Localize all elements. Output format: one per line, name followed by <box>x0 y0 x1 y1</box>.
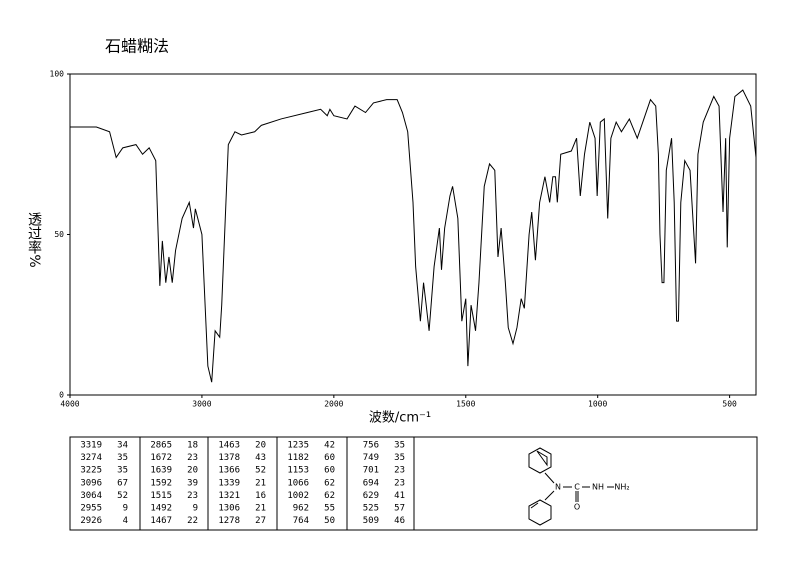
peak-transmittance: 55 <box>324 504 335 514</box>
x-axis-label: 波数/cm⁻¹ <box>369 411 431 426</box>
peak-transmittance: 60 <box>324 466 335 476</box>
peak-wavenumber: 1235 <box>287 441 309 451</box>
peak-wavenumber: 3064 <box>80 491 102 501</box>
peak-transmittance: 39 <box>187 478 198 488</box>
peak-wavenumber: 1321 <box>218 491 240 501</box>
peak-transmittance: 20 <box>255 441 266 451</box>
peak-wavenumber: 509 <box>363 516 379 526</box>
peak-wavenumber: 1182 <box>287 453 309 463</box>
peak-transmittance: 20 <box>187 466 198 476</box>
bond <box>544 490 555 501</box>
peak-wavenumber: 1492 <box>150 504 172 514</box>
peak-transmittance: 35 <box>117 453 128 463</box>
peak-wavenumber: 694 <box>363 478 379 488</box>
peak-wavenumber: 2955 <box>80 504 102 514</box>
peak-wavenumber: 1463 <box>218 441 240 451</box>
peak-transmittance: 21 <box>255 478 266 488</box>
x-tick-label: 1500 <box>456 400 475 409</box>
peak-transmittance: 42 <box>324 441 335 451</box>
structure <box>528 447 614 526</box>
peak-transmittance: 52 <box>117 491 128 501</box>
x-tick-label: 3000 <box>192 400 211 409</box>
x-tick-label: 1000 <box>588 400 607 409</box>
peak-transmittance: 41 <box>394 491 405 501</box>
ring-bond <box>536 450 548 467</box>
peak-transmittance: 9 <box>193 504 198 514</box>
peak-transmittance: 23 <box>187 491 198 501</box>
peak-wavenumber: 1002 <box>287 491 309 501</box>
peak-transmittance: 9 <box>123 504 128 514</box>
peak-wavenumber: 525 <box>363 504 379 514</box>
y-tick-label: 50 <box>54 230 64 239</box>
peak-transmittance: 43 <box>255 453 266 463</box>
atom-label: N <box>555 483 561 492</box>
peak-transmittance: 27 <box>255 516 266 526</box>
peak-transmittance: 46 <box>394 516 405 526</box>
peak-wavenumber: 1306 <box>218 504 240 514</box>
peak-transmittance: 50 <box>324 516 335 526</box>
peak-transmittance: 67 <box>117 478 128 488</box>
x-tick-label: 2000 <box>324 400 343 409</box>
ring-bond <box>530 502 539 509</box>
atom-label: NH₂ <box>614 483 629 492</box>
peak-transmittance: 4 <box>123 516 128 526</box>
peak-wavenumber: 2865 <box>150 441 172 451</box>
bond <box>544 472 555 484</box>
x-tick-label: 4000 <box>60 400 79 409</box>
benzene-ring <box>528 499 552 526</box>
peak-wavenumber: 629 <box>363 491 379 501</box>
benzene-ring <box>528 447 552 474</box>
chart-title: 石蜡糊法 <box>105 37 169 56</box>
peak-wavenumber: 3319 <box>80 441 102 451</box>
peak-transmittance: 21 <box>255 504 266 514</box>
y-axis-label: 透过率% <box>26 212 42 267</box>
peak-wavenumber: 1592 <box>150 478 172 488</box>
peak-transmittance: 18 <box>187 441 198 451</box>
y-tick-label: 0 <box>59 391 64 400</box>
peak-transmittance: 23 <box>394 466 405 476</box>
spectrum-line <box>70 89 757 383</box>
peak-wavenumber: 764 <box>293 516 309 526</box>
peak-wavenumber: 1153 <box>287 466 309 476</box>
peak-transmittance: 62 <box>324 478 335 488</box>
peak-wavenumber: 1339 <box>218 478 240 488</box>
peak-transmittance: 35 <box>394 453 405 463</box>
peak-wavenumber: 1467 <box>150 516 172 526</box>
peak-wavenumber: 756 <box>363 441 379 451</box>
peak-wavenumber: 1366 <box>218 466 240 476</box>
peak-transmittance: 22 <box>187 516 198 526</box>
peak-wavenumber: 1672 <box>150 453 172 463</box>
peak-wavenumber: 3096 <box>80 478 102 488</box>
peak-transmittance: 35 <box>394 441 405 451</box>
peak-transmittance: 23 <box>394 478 405 488</box>
peak-wavenumber: 3274 <box>80 453 102 463</box>
peak-wavenumber: 1639 <box>150 466 172 476</box>
y-tick-label: 100 <box>50 70 65 79</box>
peak-wavenumber: 1378 <box>218 453 240 463</box>
peak-transmittance: 60 <box>324 453 335 463</box>
peak-transmittance: 52 <box>255 466 266 476</box>
peak-transmittance: 16 <box>255 491 266 501</box>
peak-wavenumber: 1515 <box>150 491 172 501</box>
atom-label: C <box>574 483 580 492</box>
peak-wavenumber: 749 <box>363 453 379 463</box>
peak-wavenumber: 701 <box>363 466 379 476</box>
peak-wavenumber: 1278 <box>218 516 240 526</box>
peak-transmittance: 35 <box>117 466 128 476</box>
peak-wavenumber: 2926 <box>80 516 102 526</box>
x-tick-label: 500 <box>722 400 737 409</box>
peak-transmittance: 34 <box>117 441 128 451</box>
peak-transmittance: 57 <box>394 504 405 514</box>
atom-label: NH <box>592 483 604 492</box>
atom-label: O <box>574 503 580 512</box>
peak-wavenumber: 1066 <box>287 478 309 488</box>
peak-wavenumber: 962 <box>293 504 309 514</box>
peak-transmittance: 23 <box>187 453 198 463</box>
plot-frame <box>69 73 757 396</box>
peak-transmittance: 62 <box>324 491 335 501</box>
peak-wavenumber: 3225 <box>80 466 102 476</box>
